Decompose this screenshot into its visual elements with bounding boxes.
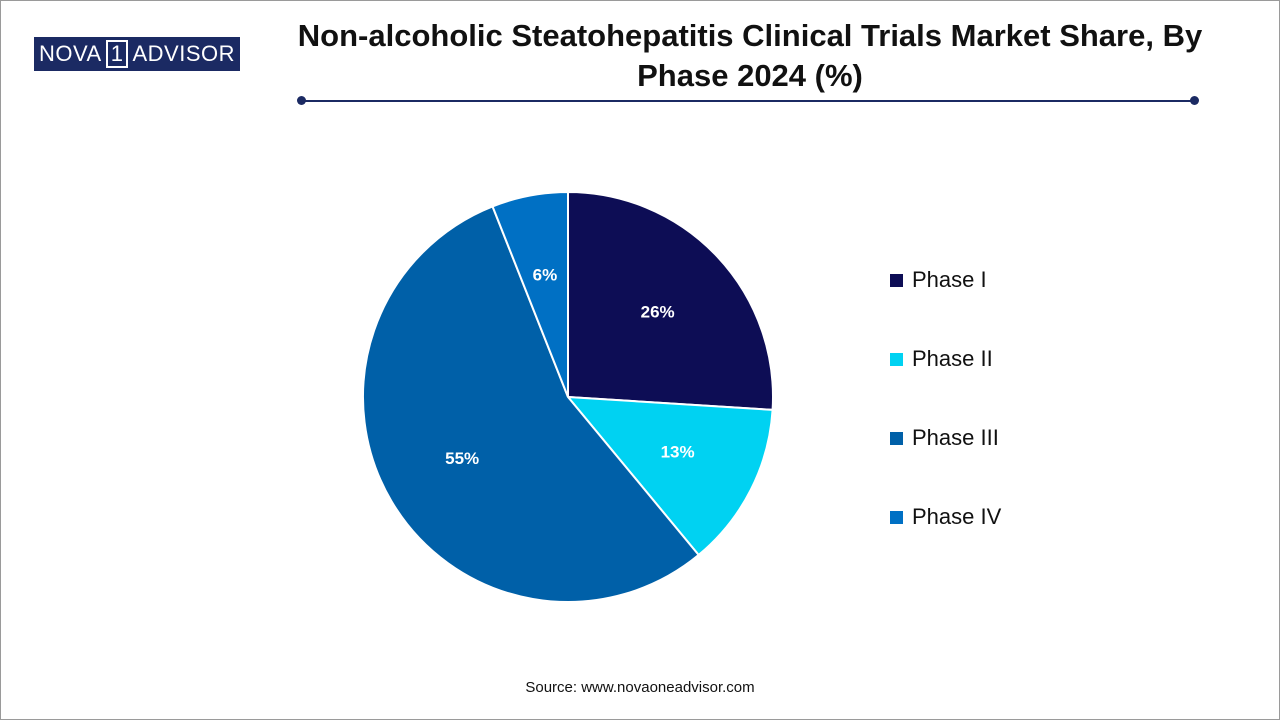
pie-data-label: 55% (445, 449, 479, 468)
pie-slice-phase-i (567, 190, 774, 411)
title-divider (301, 100, 1195, 102)
legend-item: Phase III (890, 418, 1001, 458)
source-note: Source: www.novaoneadvisor.com (525, 679, 755, 696)
pie-slice-phase-iii (362, 205, 701, 603)
logo-text-left: NOVA (39, 41, 102, 66)
legend-item: Phase II (890, 339, 1001, 379)
legend-swatch (890, 352, 903, 366)
pie-slice-phase-iv (491, 190, 569, 398)
logo-text-right: ADVISOR (132, 41, 235, 66)
legend-label: Phase III (912, 425, 999, 450)
divider-dot-left (297, 96, 306, 105)
chart-legend: Phase I Phase II Phase III Phase IV (890, 260, 1001, 576)
pie-slice-phase-ii (565, 395, 774, 557)
pie-data-label: 6% (533, 266, 558, 285)
brand-logo: NOVA 1 ADVISOR (34, 37, 240, 71)
legend-swatch (890, 273, 903, 287)
chart-title: Non-alcoholic Steatohepatitis Clinical T… (297, 18, 1203, 93)
legend-label: Phase I (912, 267, 987, 292)
logo-text-mid: 1 (105, 40, 129, 68)
legend-label: Phase IV (912, 504, 1002, 529)
legend-item: Phase IV (890, 497, 1001, 537)
legend-label: Phase II (912, 346, 993, 371)
legend-swatch (890, 510, 903, 524)
pie-chart: 26% 13% 55% 6% (362, 190, 774, 603)
pie-data-label: 26% (641, 302, 675, 321)
divider-dot-right (1190, 96, 1199, 105)
pie-data-label: 13% (661, 442, 695, 461)
legend-item: Phase I (890, 260, 1001, 300)
legend-swatch (890, 431, 903, 445)
